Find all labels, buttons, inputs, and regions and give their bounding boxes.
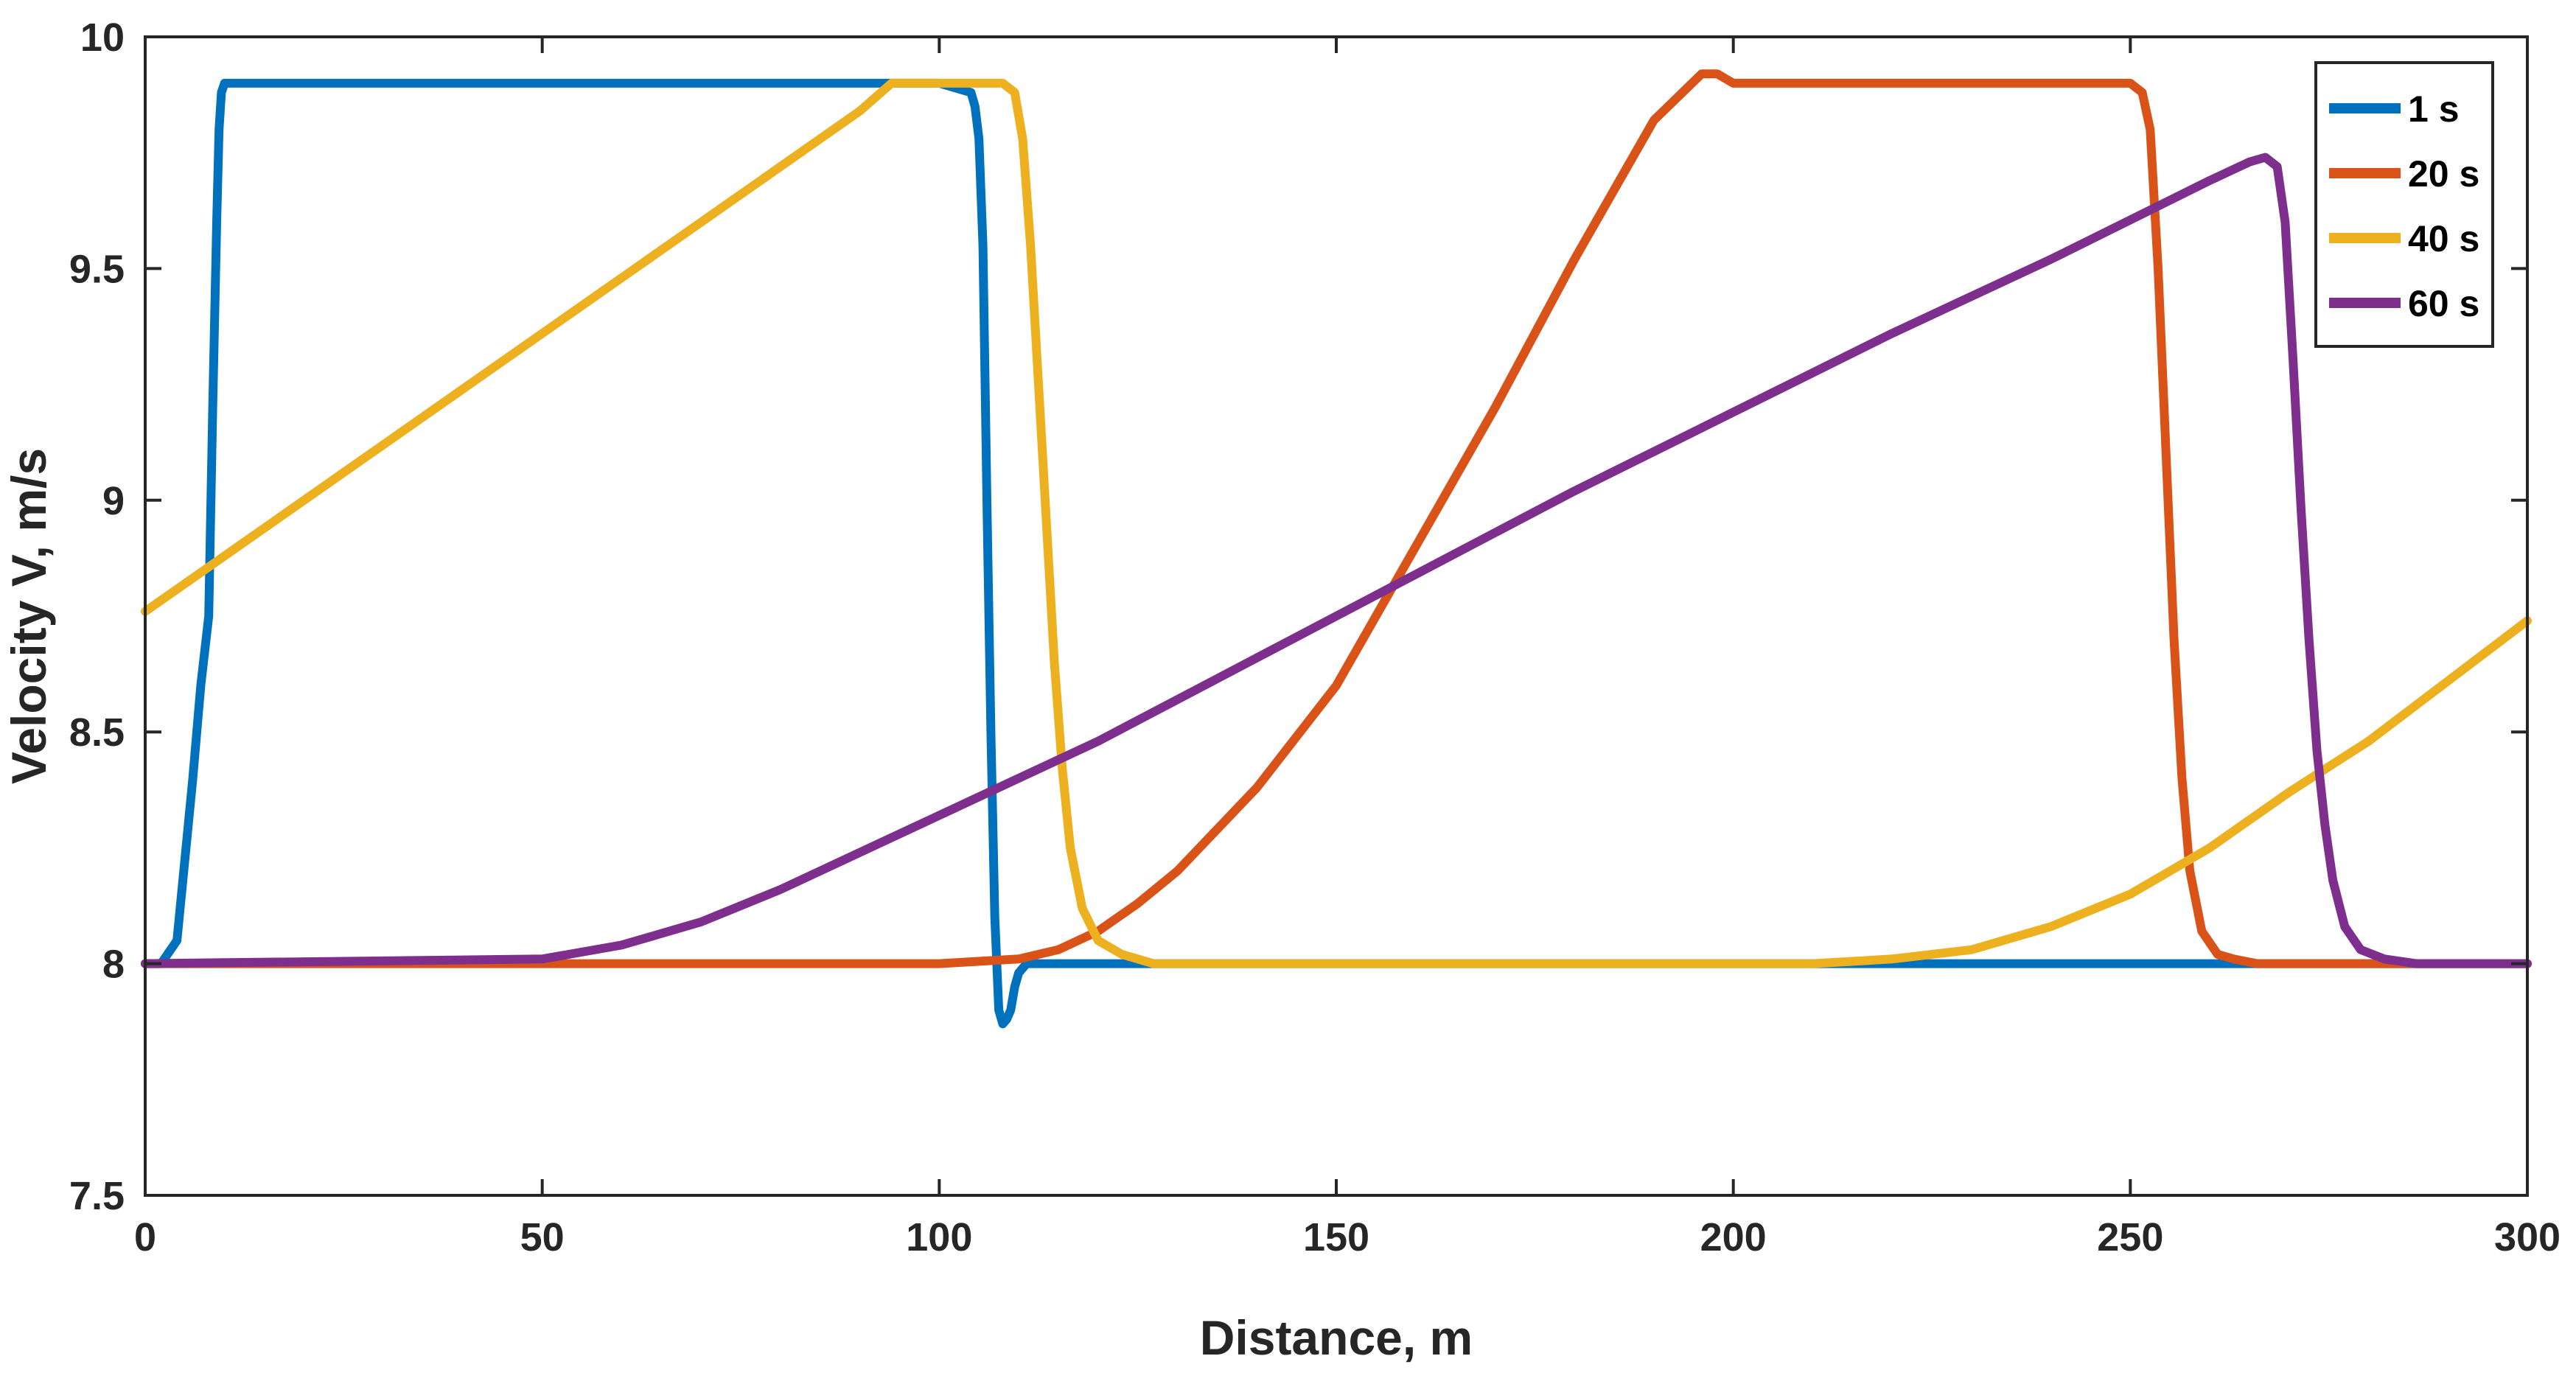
legend-label-3: 60 s xyxy=(2408,283,2479,324)
x-tick-label-2: 100 xyxy=(906,1215,972,1259)
x-tick-label-0: 0 xyxy=(134,1215,156,1259)
x-tick-label-4: 200 xyxy=(1700,1215,1767,1259)
x-tick-label-1: 50 xyxy=(520,1215,565,1259)
y-tick-label-3: 9 xyxy=(102,479,125,523)
tick-layer: 0 50 100 150 200 250 300 7.5 8 8.5 9 9.5 10 xyxy=(69,15,2561,1259)
legend: 1 s 20 s 40 s 60 s xyxy=(2314,61,2494,348)
y-tick-label-0: 7.5 xyxy=(69,1174,125,1218)
y-tick-label-5: 10 xyxy=(80,15,125,60)
x-tick-label-5: 250 xyxy=(2097,1215,2163,1259)
x-axis-label: Distance, m xyxy=(1200,1310,1473,1365)
series-layer xyxy=(141,69,2532,1029)
y-tick-label-2: 8.5 xyxy=(69,710,125,755)
legend-label-0: 1 s xyxy=(2408,88,2460,130)
series-line-2 xyxy=(141,78,2532,968)
y-tick-label-4: 9.5 xyxy=(69,247,125,291)
y-axis-label: Velocity V, m/s xyxy=(1,448,56,784)
series-line-1 xyxy=(141,69,2532,968)
y-tick-label-1: 8 xyxy=(102,943,125,987)
x-tick-label-6: 300 xyxy=(2494,1215,2561,1259)
series-line-0 xyxy=(141,78,2532,1029)
x-tick-label-3: 150 xyxy=(1303,1215,1369,1259)
legend-label-1: 20 s xyxy=(2408,153,2479,195)
legend-label-2: 40 s xyxy=(2408,218,2479,259)
series-line-3 xyxy=(141,153,2532,968)
